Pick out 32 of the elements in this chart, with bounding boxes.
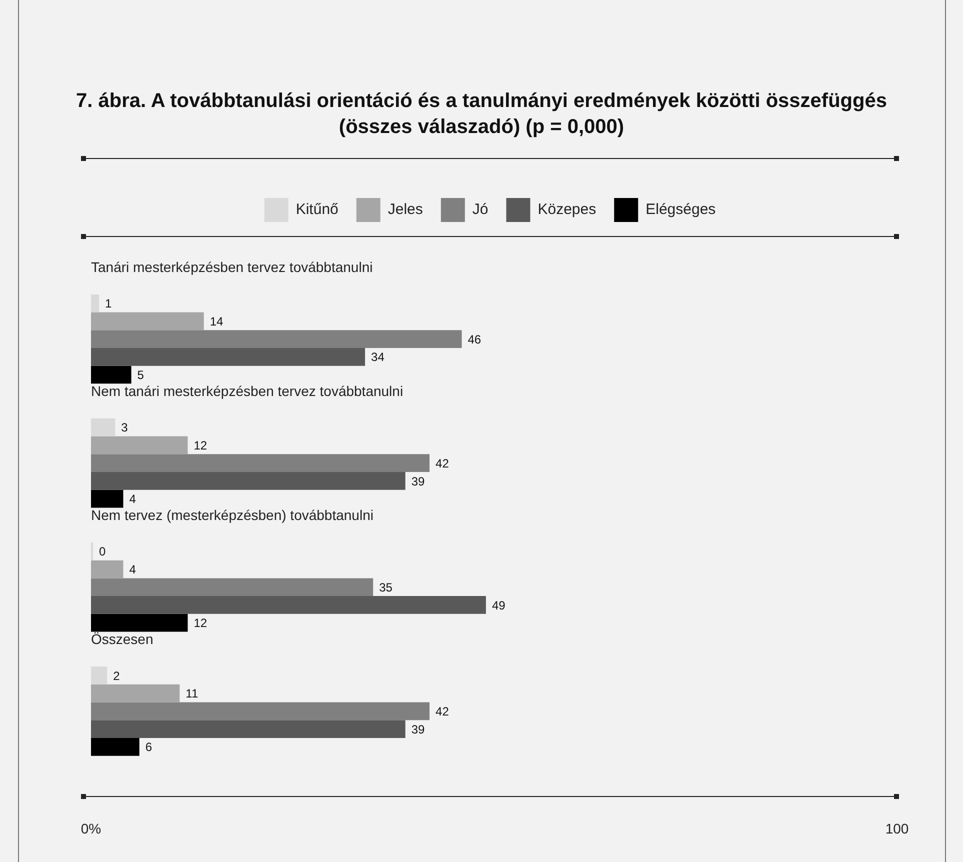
data-label: 5 <box>137 368 144 382</box>
data-label: 39 <box>411 722 426 736</box>
data-label: 14 <box>210 314 224 328</box>
legend-label: Elégséges <box>646 201 716 218</box>
x-tick-label: 0% <box>80 820 102 836</box>
chart-title: 7. ábra. A továbbtanulási orientáció és a tanulmányi eredmények közötti összefüggés (összes válaszadó) (p = 0,000) <box>75 89 888 140</box>
x-tick-label: 100 <box>885 820 909 836</box>
legend-label: Jó <box>472 201 488 218</box>
data-label: 49 <box>492 598 506 612</box>
y-tick-label: Tanári mesterképzésben tervez továbbtanulni <box>91 259 373 275</box>
data-label: 12 <box>194 616 208 630</box>
y-tick-label: Nem tanári mesterképzésben tervez továbbtanulni <box>91 383 404 400</box>
data-label: 6 <box>145 740 152 754</box>
data-label: 35 <box>379 580 393 594</box>
data-label: 1 <box>105 296 112 311</box>
data-label: 42 <box>436 704 450 718</box>
data-label: 42 <box>436 456 450 470</box>
data-label: 4 <box>129 492 136 506</box>
data-label: 2 <box>113 668 120 683</box>
legend-label: Közepes <box>538 201 596 218</box>
data-label: 11 <box>186 686 198 701</box>
data-label: 12 <box>194 438 208 453</box>
legend-label: Kitűnő <box>296 201 338 218</box>
data-label: 39 <box>411 474 426 488</box>
data-label: 3 <box>121 420 128 435</box>
data-label: 4 <box>129 562 136 577</box>
legend-label: Jeles <box>388 201 423 218</box>
y-tick-label: Nem tervez (mesterképzésben) továbbtanulni <box>91 507 374 524</box>
data-label: 34 <box>371 350 385 364</box>
data-label: 0 <box>99 544 106 559</box>
y-tick-label: Összesen <box>91 631 154 648</box>
data-label: 46 <box>468 332 482 346</box>
